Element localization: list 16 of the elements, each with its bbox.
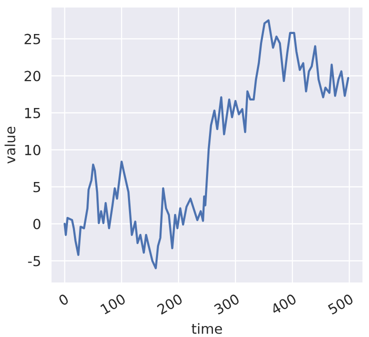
line-series xyxy=(64,19,350,270)
y-axis-title: value xyxy=(4,126,16,164)
y-tick-label: 5 xyxy=(34,182,40,192)
x-tick-label: 400 xyxy=(270,293,297,315)
x-axis-title: time xyxy=(192,323,222,334)
y-tick-label: 20 xyxy=(24,70,40,82)
x-tick-label: 200 xyxy=(156,293,184,315)
y-tick-label: 25 xyxy=(24,34,40,44)
x-tick-label: 100 xyxy=(100,293,126,315)
x-tick-label: 500 xyxy=(327,293,354,315)
x-tick-label: 300 xyxy=(214,293,240,315)
y-tick-label: 15 xyxy=(25,108,40,118)
y-tick-label: 0 xyxy=(33,218,40,230)
y-tick-label: 10 xyxy=(25,144,40,156)
x-tick-label: 0 xyxy=(58,293,70,306)
y-tick-label: -5 xyxy=(28,256,40,266)
